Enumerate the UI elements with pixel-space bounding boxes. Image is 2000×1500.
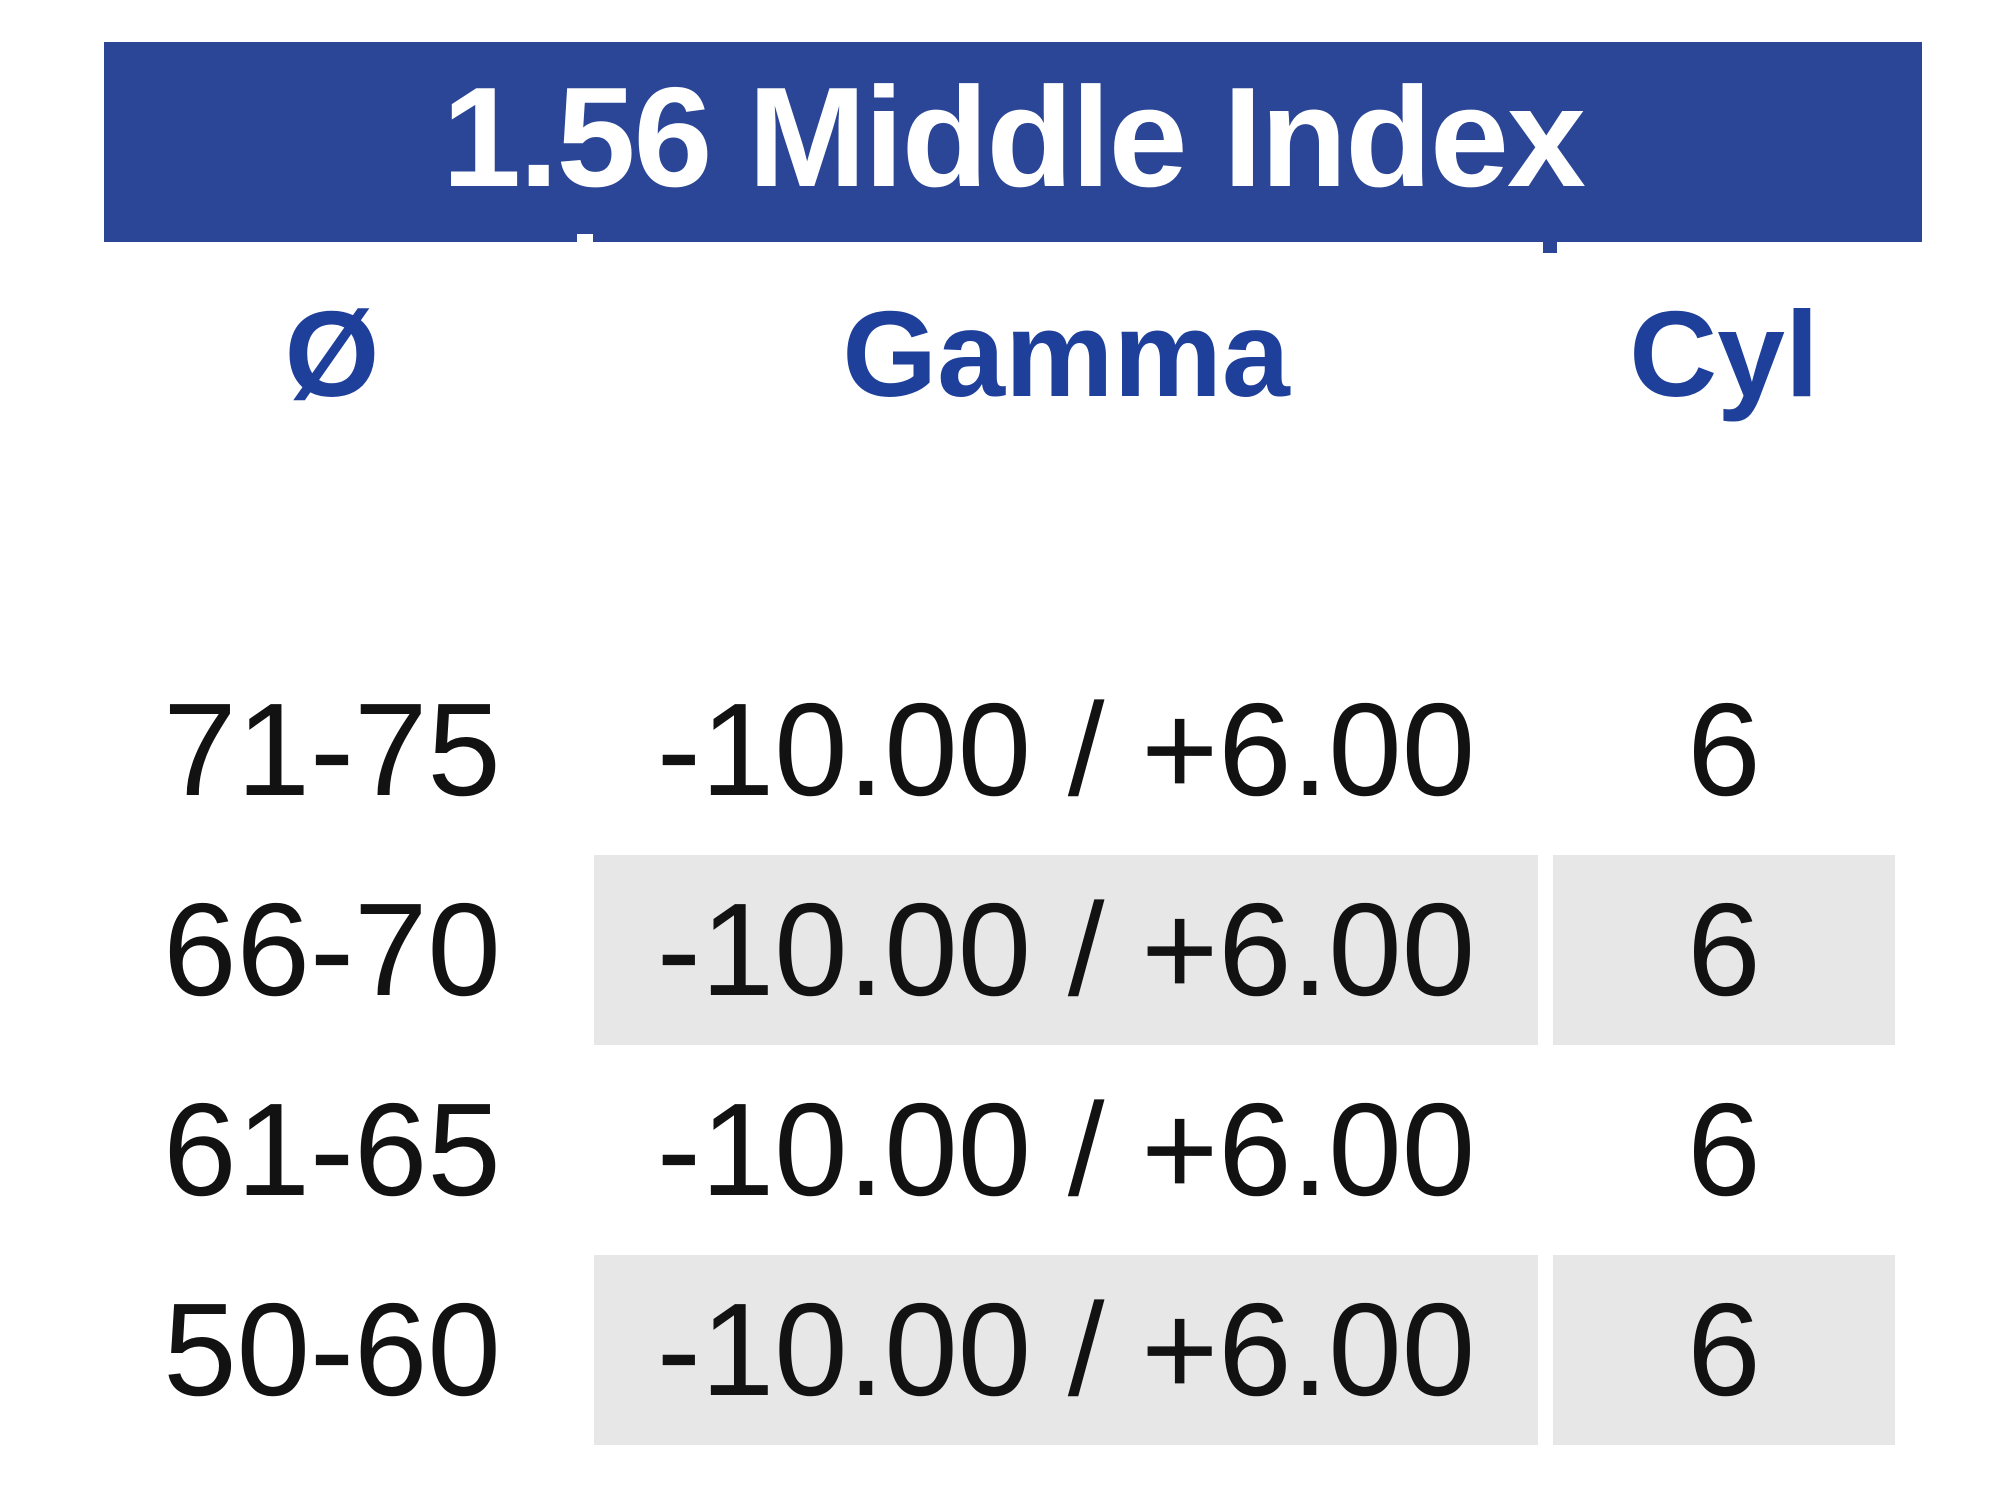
cyl-cell: 6: [1553, 855, 1895, 1045]
column-header-cyl: Cyl: [1629, 286, 1819, 422]
page-title: 1.56 Middle Index: [442, 58, 1586, 217]
gamma-cell: -10.00 / +6.00: [594, 855, 1538, 1045]
cyl-cell: 6: [1687, 676, 1761, 823]
gamma-cell: -10.00 / +6.00: [656, 1076, 1476, 1223]
cyl-cell: 6: [1687, 1076, 1761, 1223]
column-header-diameter: Ø: [284, 286, 380, 422]
table-row: 66-70 -10.00 / +6.00 6: [0, 855, 2000, 1045]
diameter-cell: 71-75: [163, 676, 501, 823]
artifact-mark: [1543, 242, 1557, 253]
cyl-cell: 6: [1553, 1255, 1895, 1445]
table-row: 71-75 -10.00 / +6.00 6: [0, 655, 2000, 845]
diameter-cell: 66-70: [163, 876, 501, 1023]
gamma-cell: -10.00 / +6.00: [656, 676, 1476, 823]
diameter-cell: 61-65: [163, 1076, 501, 1223]
artifact-mark: [577, 234, 593, 243]
table-row: 50-60 -10.00 / +6.00 6: [0, 1255, 2000, 1445]
table-title-band: 1.56 Middle Index: [104, 42, 1922, 242]
gamma-cell: -10.00 / +6.00: [594, 1255, 1538, 1445]
diameter-cell: 50-60: [163, 1276, 501, 1423]
column-header-gamma: Gamma: [842, 286, 1290, 422]
table-row: 61-65 -10.00 / +6.00 6: [0, 1055, 2000, 1245]
